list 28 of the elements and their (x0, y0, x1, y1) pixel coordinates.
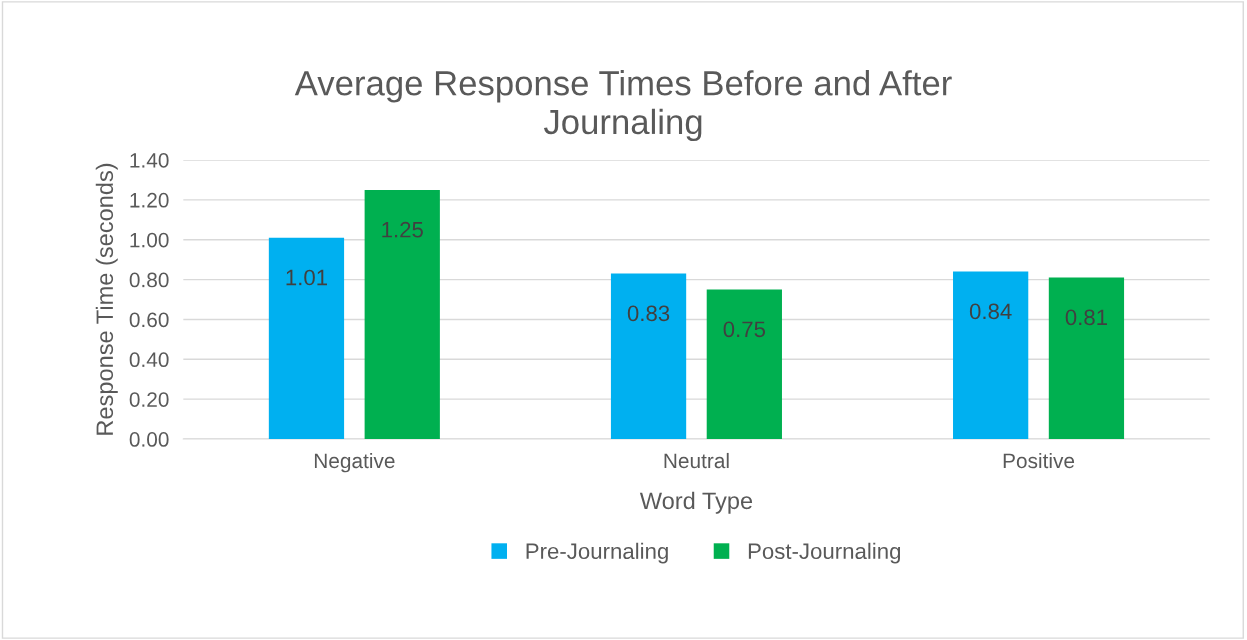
data-label: 0.81 (1065, 309, 1107, 326)
bar (706, 289, 782, 440)
y-tick-label: 0.00 (129, 432, 169, 447)
x-tick-label: Positive (1003, 452, 1075, 469)
bar (610, 273, 687, 440)
y-tick-label: 1.20 (130, 192, 169, 208)
chart-title: Average Response Times Before and After Journaling (294, 70, 952, 142)
x-tick-label: Neutral (664, 452, 729, 469)
x-axis-title: Word Type (639, 491, 753, 514)
y-tick-label: 1.40 (130, 153, 169, 168)
y-axis-title: Response Time (seconds) (95, 163, 118, 435)
bar (953, 271, 1029, 440)
y-tick-label: 0.80 (129, 272, 169, 288)
bar (1048, 277, 1125, 440)
y-tick-label: 0.20 (129, 392, 169, 407)
x-tick-label: Negative (314, 452, 395, 473)
data-label: 1.01 (286, 269, 328, 286)
legend-label: Pre-Journaling (526, 542, 668, 564)
data-label: 0.83 (627, 305, 670, 322)
y-tick-label: 0.40 (129, 352, 169, 368)
data-label: 1.25 (382, 221, 423, 238)
y-tick-label: 1.00 (130, 232, 169, 248)
bar (268, 237, 345, 440)
legend-label: Post-Journaling (748, 542, 901, 564)
y-tick-label: 0.60 (129, 312, 169, 328)
data-label: 0.84 (969, 303, 1012, 320)
bar (364, 189, 440, 440)
data-label: 0.75 (723, 321, 766, 338)
